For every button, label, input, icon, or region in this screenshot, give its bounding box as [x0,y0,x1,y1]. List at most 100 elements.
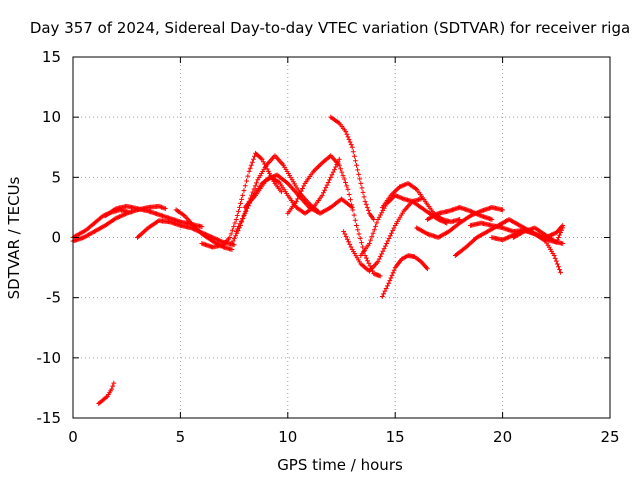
data-point [349,205,355,210]
data-point [330,169,336,175]
x-axis-label: GPS time / hours [277,456,403,474]
data-point [357,235,363,241]
data-point [362,199,368,204]
data-point [258,155,264,161]
data-point [247,165,253,171]
data-point [351,212,357,218]
data-point [231,224,237,230]
data-point [390,270,396,276]
data-point [345,134,351,140]
data-point [243,208,249,214]
data-point [236,223,242,229]
data-point [162,206,168,212]
data-point [363,202,369,207]
data-point [199,224,205,230]
data-point [382,243,388,249]
data-point [557,232,562,238]
data-point [489,217,495,222]
series-arc-13 [341,196,424,274]
data-point [111,380,117,386]
data-point [241,188,247,193]
data-point [252,183,258,189]
series-arc-15 [379,253,430,299]
data-point [386,280,392,286]
data-point [233,233,239,239]
data-point [360,244,366,250]
data-point [365,258,370,264]
data-point [341,229,347,234]
data-point [320,190,326,196]
series-arc-2 [70,207,132,240]
data-point [345,186,351,192]
data-point [349,144,355,150]
data-point [351,153,357,159]
data-point [340,173,346,179]
data-point [342,231,348,237]
data-point [301,183,307,189]
data-point [297,191,303,197]
data-point [239,216,245,221]
data-point [336,162,342,168]
data-point [343,234,349,240]
data-point [366,260,372,266]
data-point [380,248,386,254]
data-point [369,234,375,240]
data-point [359,240,364,246]
data-point [387,278,393,284]
data-point [248,162,254,168]
data-point [379,251,385,257]
data-point [425,266,430,272]
data-point [360,189,366,195]
data-point [238,218,244,224]
data-point [235,226,240,232]
data-point [338,166,343,172]
data-point [339,169,345,175]
data-point [357,176,363,182]
data-point [227,235,233,240]
series-arc-16 [379,180,463,225]
data-point [560,241,566,246]
series-arc-14 [358,192,450,258]
x-tick-label: 10 [278,428,297,446]
data-point [390,228,396,234]
data-point [344,131,350,137]
data-point [361,248,367,254]
y-axis-label: SDTVAR / TECUs [5,176,23,299]
data-point [371,217,377,222]
data-point [232,235,237,241]
data-point [558,230,563,236]
data-point [343,180,348,185]
data-point [368,237,374,243]
data-point [324,182,330,188]
data-point [558,269,563,275]
data-point [557,267,562,272]
data-point [500,207,505,213]
x-tick-label: 25 [600,428,619,446]
data-point [363,255,369,261]
data-point [332,167,337,172]
data-point [389,273,395,278]
data-point [379,294,385,299]
data-point [385,283,390,289]
chart-title: Day 357 of 2024, Sidereal Day-to-day VTE… [30,19,630,37]
data-point [552,255,558,261]
data-point [389,230,394,236]
data-point [361,194,367,200]
data-point [378,254,383,259]
data-point [373,223,378,229]
y-tick-label: 5 [51,168,61,186]
data-point [383,286,389,291]
data-point [240,192,246,198]
data-point [382,288,388,294]
data-point [239,196,245,202]
data-point [353,158,358,164]
data-point [228,231,234,237]
data-point [354,162,359,168]
data-point [325,180,331,185]
data-point [242,211,248,216]
data-point [391,225,397,231]
data-point [346,137,352,142]
series-arc-10 [242,172,355,216]
data-point [328,174,334,180]
data-point [370,230,376,236]
